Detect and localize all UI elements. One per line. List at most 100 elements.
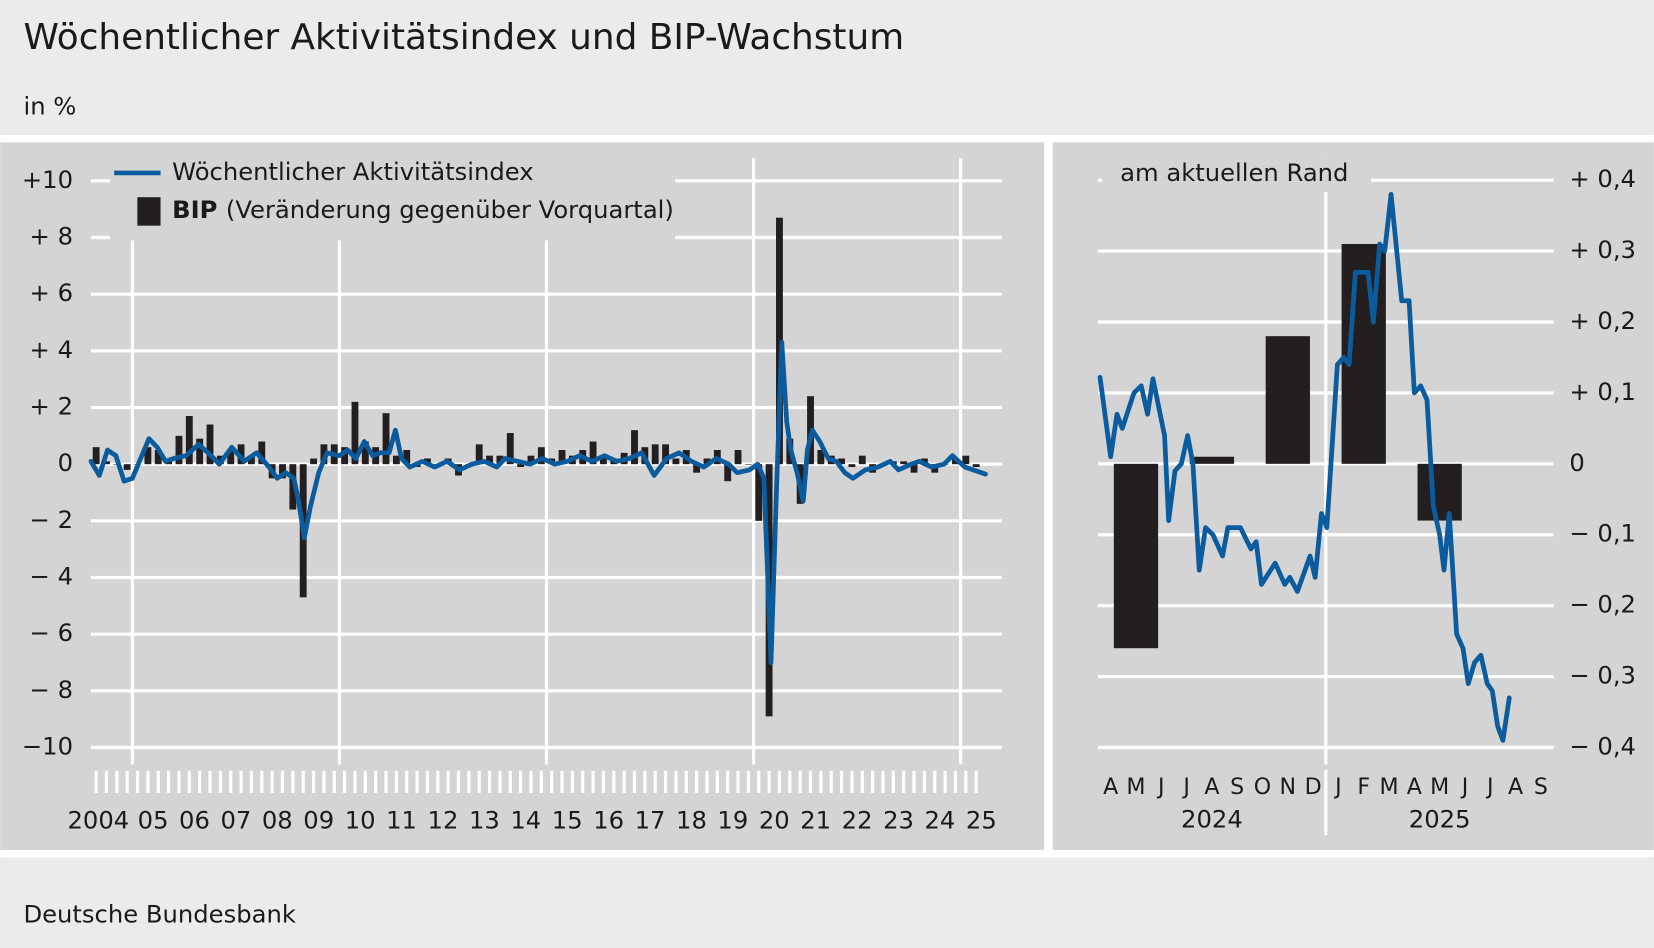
- bar: [196, 438, 204, 465]
- bar: [776, 217, 783, 465]
- bar: [1417, 463, 1462, 521]
- legend-label: Wöchentlicher Aktivitätsindex: [172, 157, 533, 186]
- y-tick-label: − 2: [30, 505, 73, 534]
- x-tick-label: 10: [345, 805, 376, 834]
- y-tick-label: + 2: [30, 392, 73, 421]
- y-tick-label: + 0,3: [1569, 235, 1636, 264]
- bar: [92, 447, 100, 465]
- bar: [403, 450, 411, 465]
- chart-title: am aktuellen Rand: [1120, 158, 1348, 187]
- separator: [1044, 142, 1053, 850]
- bar: [175, 435, 183, 465]
- separator: [0, 134, 1654, 143]
- bar: [817, 450, 825, 465]
- x-tick-label: 23: [883, 805, 914, 834]
- x-tick-label: 19: [717, 805, 748, 834]
- x-tick-label: J: [1333, 774, 1342, 800]
- legend-background: [109, 153, 676, 241]
- bar: [123, 464, 131, 470]
- x-tick-label: 20: [759, 805, 790, 834]
- x-tick-label: 21: [800, 805, 831, 834]
- bar: [103, 461, 110, 465]
- bar: [475, 444, 483, 465]
- bar: [392, 455, 400, 465]
- y-tick-label: + 0,2: [1569, 306, 1636, 335]
- x-tick-label: 11: [386, 805, 417, 834]
- labels: +10 + 8 + 6 + 4 + 2 0 − 2 − 4 − 6 − 8 −10 2004 05 06 0…: [22, 157, 1636, 835]
- x-tick-label: A: [1204, 774, 1219, 800]
- y-tick-label: +10: [22, 165, 73, 194]
- bar: [558, 450, 566, 465]
- y-tick-label: 0: [58, 448, 73, 477]
- x-tick-label: 06: [179, 805, 210, 834]
- x-tick-label: 16: [593, 805, 624, 834]
- x-tick-label: J: [1181, 774, 1190, 800]
- bar: [486, 455, 493, 465]
- x-tick-label: 22: [842, 805, 873, 834]
- y-tick-label: − 8: [30, 675, 73, 704]
- y-tick-label: 0: [1569, 448, 1584, 477]
- bar: [517, 464, 525, 468]
- bar: [724, 464, 732, 482]
- bar: [703, 458, 711, 465]
- bar: [910, 464, 918, 473]
- bar: [506, 433, 514, 465]
- x-tick-label: 17: [635, 805, 666, 834]
- bar: [651, 444, 659, 465]
- bar: [662, 444, 669, 465]
- x-tick-label: 2004: [67, 805, 129, 834]
- bar: [900, 461, 908, 465]
- x-tick-label: J: [1485, 774, 1494, 800]
- bar: [382, 413, 390, 465]
- y-tick-label: + 0,1: [1569, 377, 1636, 406]
- x-tick-label: M: [1126, 774, 1145, 800]
- x-tick-label: J: [1156, 774, 1165, 800]
- bar: [1113, 463, 1159, 649]
- x-tick-label: O: [1254, 774, 1271, 800]
- y-tick-label: − 0,2: [1569, 590, 1636, 619]
- separator: [0, 849, 1654, 858]
- bar: [341, 447, 349, 465]
- title-background: [1102, 158, 1372, 192]
- legend-note: (Veränderung gegenüber Vorquartal): [226, 195, 674, 224]
- line: [88, 339, 988, 665]
- bar: [279, 464, 286, 479]
- panel-left: [0, 142, 1045, 850]
- bar: [589, 441, 597, 465]
- bar: [496, 455, 504, 465]
- y-tick-label: + 8: [30, 222, 73, 251]
- bar: [848, 464, 856, 468]
- x-tick-label: A: [1103, 774, 1118, 800]
- bar: [527, 455, 535, 465]
- bar: [755, 464, 763, 521]
- x-tick-label: D: [1305, 774, 1322, 800]
- legend-label: BIP: [172, 195, 217, 224]
- x-tick-label: 05: [138, 805, 169, 834]
- bar: [206, 424, 214, 465]
- x-tick-label: 07: [220, 805, 251, 834]
- bar: [962, 455, 970, 465]
- bar: [258, 441, 266, 465]
- x-tick-label: N: [1280, 774, 1297, 800]
- y-tick-label: − 4: [30, 562, 73, 591]
- y-tick-label: −10: [22, 732, 73, 761]
- marks: [88, 191, 1512, 743]
- legend-swatch: [137, 197, 161, 226]
- y-tick-label: + 4: [30, 335, 73, 364]
- bar: [144, 447, 152, 465]
- x-tick-label: A: [1407, 774, 1422, 800]
- subtitle: in %: [23, 92, 76, 121]
- y-tick-label: − 0,3: [1569, 661, 1636, 690]
- bar: [227, 450, 235, 465]
- line: [1097, 191, 1512, 743]
- bar: [537, 447, 545, 465]
- y-tick-label: − 6: [30, 618, 73, 647]
- bar: [734, 450, 742, 465]
- bar: [289, 464, 297, 510]
- x-tick-label: 14: [510, 805, 541, 834]
- y-tick-label: − 0,4: [1569, 731, 1636, 760]
- bar: [248, 455, 255, 465]
- bar: [972, 464, 980, 468]
- source: Deutsche Bundesbank: [23, 899, 295, 928]
